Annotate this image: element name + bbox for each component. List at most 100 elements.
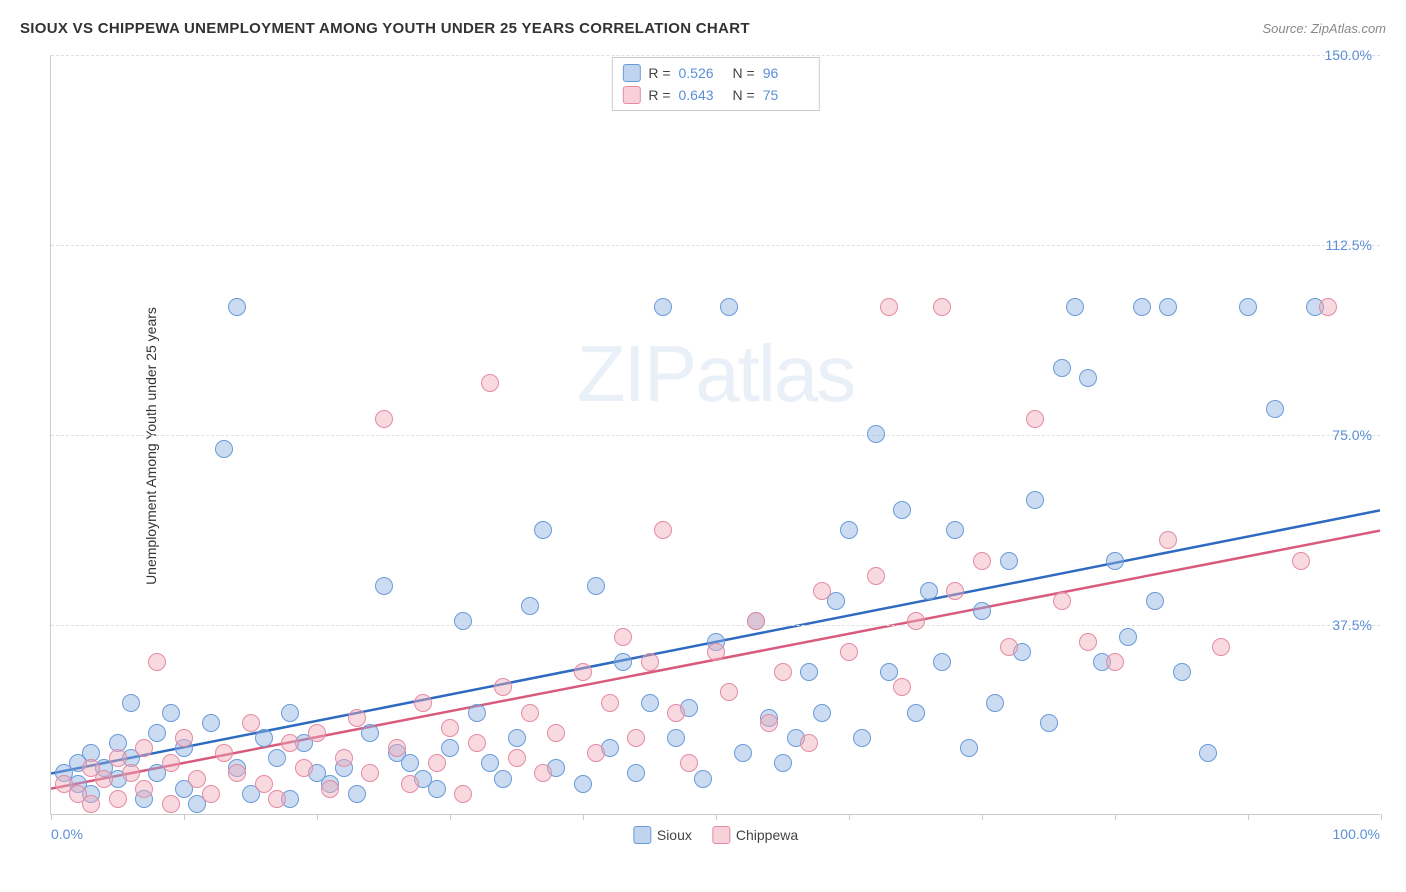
correlation-stats-box: R = 0.526 N = 96 R = 0.643 N = 75 xyxy=(611,57,819,111)
data-point xyxy=(813,704,831,722)
data-point xyxy=(1000,638,1018,656)
data-point xyxy=(720,683,738,701)
data-point xyxy=(228,764,246,782)
data-point xyxy=(946,521,964,539)
data-point xyxy=(1026,410,1044,428)
data-point xyxy=(494,678,512,696)
data-point xyxy=(654,521,672,539)
data-point xyxy=(242,714,260,732)
data-point xyxy=(1159,298,1177,316)
legend-bottom: Sioux Chippewa xyxy=(633,826,798,844)
chart-title: SIOUX VS CHIPPEWA UNEMPLOYMENT AMONG YOU… xyxy=(20,20,750,37)
data-point xyxy=(188,770,206,788)
data-point xyxy=(308,724,326,742)
gridline xyxy=(51,55,1380,56)
data-point xyxy=(840,643,858,661)
xtick xyxy=(716,814,717,820)
data-point xyxy=(747,612,765,630)
data-point xyxy=(534,521,552,539)
data-point xyxy=(148,653,166,671)
data-point xyxy=(1106,552,1124,570)
data-point xyxy=(148,724,166,742)
data-point xyxy=(667,704,685,722)
xtick xyxy=(1248,814,1249,820)
data-point xyxy=(774,663,792,681)
data-point xyxy=(175,729,193,747)
data-point xyxy=(441,739,459,757)
data-point xyxy=(454,785,472,803)
data-point xyxy=(1212,638,1230,656)
data-point xyxy=(587,744,605,762)
data-point xyxy=(508,729,526,747)
data-point xyxy=(880,663,898,681)
data-point xyxy=(1146,592,1164,610)
data-point xyxy=(375,577,393,595)
data-point xyxy=(162,704,180,722)
data-point xyxy=(228,298,246,316)
data-point xyxy=(295,759,313,777)
xtick xyxy=(849,814,850,820)
data-point xyxy=(401,775,419,793)
xtick xyxy=(1381,814,1382,820)
watermark: ZIPatlas xyxy=(577,328,854,420)
data-point xyxy=(109,749,127,767)
data-point xyxy=(720,298,738,316)
data-point xyxy=(986,694,1004,712)
data-point xyxy=(1053,592,1071,610)
data-point xyxy=(1119,628,1137,646)
data-point xyxy=(508,749,526,767)
ytick-label: 150.0% xyxy=(1325,47,1372,63)
data-point xyxy=(281,704,299,722)
data-point xyxy=(627,729,645,747)
data-point xyxy=(1066,298,1084,316)
data-point xyxy=(361,764,379,782)
gridline xyxy=(51,245,1380,246)
data-point xyxy=(375,410,393,428)
data-point xyxy=(1239,298,1257,316)
data-point xyxy=(1266,400,1284,418)
data-point xyxy=(946,582,964,600)
stats-row-sioux: R = 0.526 N = 96 xyxy=(622,62,808,84)
data-point xyxy=(215,440,233,458)
scatter-plot-area: ZIPatlas R = 0.526 N = 96 R = 0.643 N = … xyxy=(50,55,1380,815)
data-point xyxy=(893,678,911,696)
data-point xyxy=(1173,663,1191,681)
legend-item-sioux: Sioux xyxy=(633,826,692,844)
data-point xyxy=(162,754,180,772)
data-point xyxy=(401,754,419,772)
data-point xyxy=(135,739,153,757)
stats-row-chippewa: R = 0.643 N = 75 xyxy=(622,84,808,106)
data-point xyxy=(601,694,619,712)
data-point xyxy=(813,582,831,600)
data-point xyxy=(627,764,645,782)
data-point xyxy=(494,770,512,788)
data-point xyxy=(202,785,220,803)
data-point xyxy=(907,704,925,722)
data-point xyxy=(335,749,353,767)
xtick xyxy=(982,814,983,820)
data-point xyxy=(1079,369,1097,387)
data-point xyxy=(122,694,140,712)
data-point xyxy=(574,775,592,793)
data-point xyxy=(388,739,406,757)
swatch-sioux-icon xyxy=(633,826,651,844)
xtick xyxy=(317,814,318,820)
data-point xyxy=(215,744,233,762)
data-point xyxy=(122,764,140,782)
data-point xyxy=(1292,552,1310,570)
data-point xyxy=(960,739,978,757)
N-value-sioux: 96 xyxy=(763,65,809,81)
data-point xyxy=(521,597,539,615)
ytick-label: 112.5% xyxy=(1326,237,1372,253)
data-point xyxy=(348,709,366,727)
swatch-sioux xyxy=(622,64,640,82)
data-point xyxy=(973,602,991,620)
data-point xyxy=(1079,633,1097,651)
data-point xyxy=(361,724,379,742)
data-point xyxy=(321,780,339,798)
xtick xyxy=(51,814,52,820)
data-point xyxy=(641,694,659,712)
data-point xyxy=(734,744,752,762)
data-point xyxy=(202,714,220,732)
data-point xyxy=(840,521,858,539)
